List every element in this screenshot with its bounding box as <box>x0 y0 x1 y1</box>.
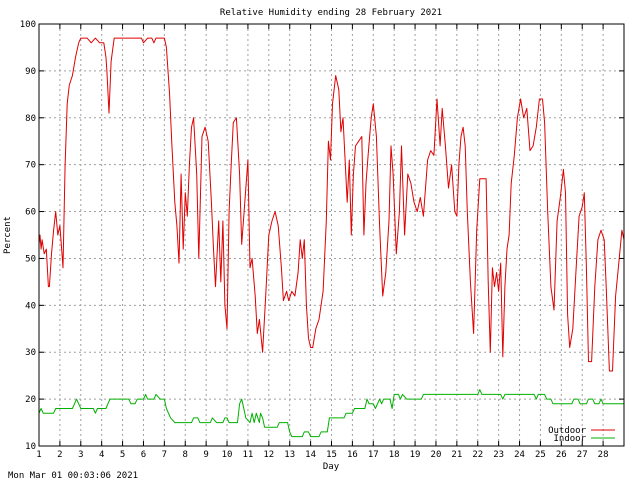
x-tick-label-1: 1 <box>36 450 41 460</box>
x-tick-label-10: 10 <box>222 450 233 460</box>
x-tick-label-12: 12 <box>263 450 274 460</box>
chart-title: Relative Humidity ending 28 February 202… <box>220 8 442 18</box>
x-tick-label-19: 19 <box>410 450 421 460</box>
y-tick-label-90: 90 <box>25 67 36 77</box>
y-tick-label-10: 10 <box>25 442 36 452</box>
x-tick-label-28: 28 <box>598 450 609 460</box>
x-tick-label-16: 16 <box>347 450 358 460</box>
x-tick-label-27: 27 <box>577 450 588 460</box>
x-tick-label-15: 15 <box>326 450 337 460</box>
x-tick-label-22: 22 <box>472 450 483 460</box>
series-lines <box>38 37 625 438</box>
legend-label-indoor: Indoor <box>553 434 586 444</box>
x-tick-label-13: 13 <box>284 450 295 460</box>
y-tick-label-70: 70 <box>25 161 36 171</box>
x-tick-label-6: 6 <box>141 450 146 460</box>
y-tick-label-50: 50 <box>25 254 36 264</box>
x-axis-label: Day <box>323 462 340 472</box>
x-tick-label-24: 24 <box>514 450 525 460</box>
x-tick-label-14: 14 <box>305 450 316 460</box>
x-tick-label-23: 23 <box>493 450 504 460</box>
y-tick-label-40: 40 <box>25 301 36 311</box>
x-tick-label-3: 3 <box>78 450 83 460</box>
x-tick-label-20: 20 <box>431 450 442 460</box>
x-tick-label-21: 21 <box>451 450 462 460</box>
x-tick-label-2: 2 <box>57 450 62 460</box>
x-tick-label-25: 25 <box>535 450 546 460</box>
footer-timestamp: Mon Mar 01 00:03:06 2021 <box>8 471 138 480</box>
x-tick-label-8: 8 <box>183 450 188 460</box>
x-tick-label-5: 5 <box>120 450 125 460</box>
y-tick-label-20: 20 <box>25 395 36 405</box>
series-line-outdoor <box>38 37 625 372</box>
y-tick-label-30: 30 <box>25 348 36 358</box>
x-tick-label-11: 11 <box>243 450 254 460</box>
gridlines <box>39 24 624 446</box>
x-tick-label-18: 18 <box>389 450 400 460</box>
y-tick-label-60: 60 <box>25 208 36 218</box>
y-tick-label-100: 100 <box>20 20 36 30</box>
x-tick-label-4: 4 <box>99 450 104 460</box>
x-tick-label-17: 17 <box>368 450 379 460</box>
x-tick-label-7: 7 <box>162 450 167 460</box>
y-axis-label: Percent <box>3 216 13 254</box>
series-line-indoor <box>38 389 624 438</box>
legend-label-outdoor: Outdoor <box>548 426 587 436</box>
y-tick-label-80: 80 <box>25 114 36 124</box>
x-tick-label-9: 9 <box>203 450 208 460</box>
x-tick-label-26: 26 <box>556 450 567 460</box>
